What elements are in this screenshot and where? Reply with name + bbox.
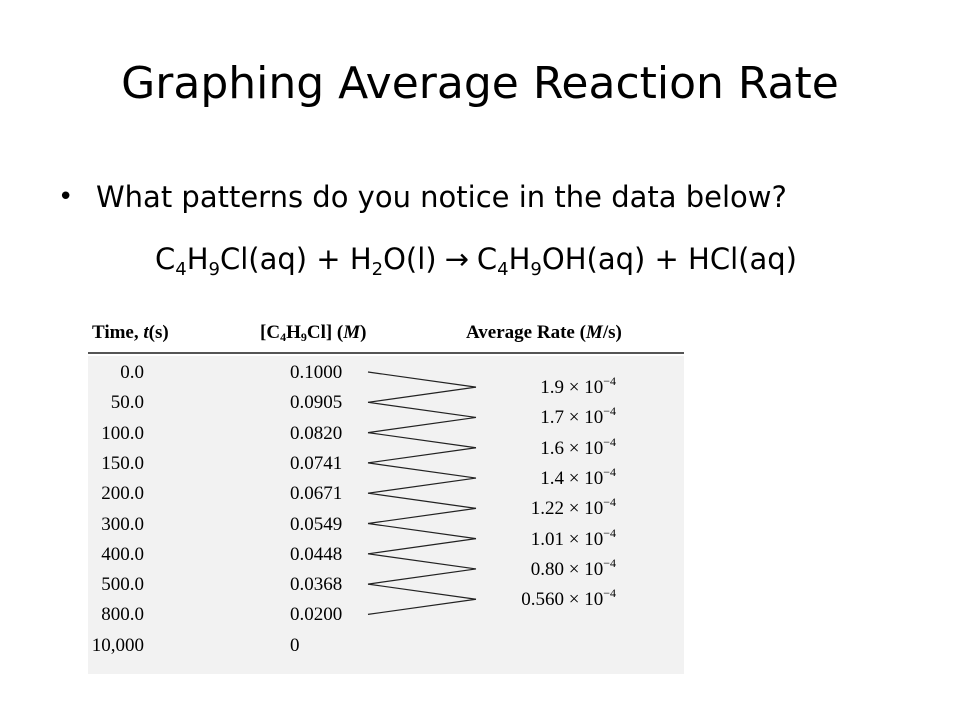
- connector-line: [367, 568, 477, 585]
- time-cell: 100.0: [101, 422, 144, 444]
- bullet-dot-icon: •: [58, 182, 74, 212]
- concentration-cell: 0.0820: [290, 422, 343, 444]
- connector-line: [367, 401, 477, 419]
- connector-line: [367, 553, 477, 570]
- header-average-rate: Average Rate (M/s): [466, 322, 622, 343]
- connector-line: [367, 583, 477, 600]
- chemical-equation: C4H9Cl(aq) + H2O(l) → C4H9OH(aq) + HCl(aq): [155, 242, 797, 280]
- average-rate-cell: 1.4 × 10−4: [540, 465, 616, 490]
- time-cell: 150.0: [101, 452, 144, 474]
- average-rate-cell: 1.22 × 10−4: [530, 495, 616, 520]
- reaction-arrow-icon: →: [444, 242, 469, 276]
- average-rate-cell: 0.560 × 10−4: [521, 586, 616, 611]
- time-cell: 0.0: [120, 362, 144, 383]
- table-body: 0.0 0.1000 50.0 0.0905 100.0 0.0820 150.0 0.074…: [88, 356, 684, 674]
- connector-line: [367, 447, 477, 464]
- average-rate-cell: 0.80 × 10−4: [530, 555, 616, 580]
- connector-line: [367, 538, 477, 555]
- time-cell: 300.0: [101, 513, 144, 535]
- concentration-cell: 0.1000: [290, 362, 343, 383]
- table-header: Time, t(s) [C4H9Cl] (M) Average Rate (M/…: [88, 312, 684, 354]
- zigzag-connectors: [367, 371, 477, 615]
- concentration-cell: 0.0448: [290, 543, 343, 565]
- header-concentration: [C4H9Cl] (M): [260, 322, 367, 344]
- bullet-text: What patterns do you notice in the data …: [96, 180, 787, 214]
- concentration-cell: 0.0549: [290, 513, 343, 535]
- connector-line: [367, 386, 477, 403]
- header-time: Time, t(s): [92, 322, 169, 343]
- concentration-cell: 0.0905: [290, 392, 343, 414]
- time-cell: 200.0: [101, 483, 144, 505]
- connector-line: [367, 492, 477, 509]
- time-cell: 50.0: [110, 392, 144, 414]
- connector-line: [367, 507, 477, 525]
- concentration-cell: 0.0741: [290, 452, 343, 474]
- connector-line: [367, 477, 477, 494]
- time-cell: 10,000: [91, 634, 144, 656]
- average-rate-cell: 1.7 × 10−4: [540, 404, 616, 429]
- connector-line: [367, 371, 477, 388]
- average-rate-cell: 1.6 × 10−4: [540, 434, 616, 459]
- connector-line: [367, 598, 477, 615]
- concentration-cell: 0: [290, 634, 300, 656]
- average-rate-cell: 1.9 × 10−4: [540, 374, 616, 399]
- connector-line: [367, 522, 477, 540]
- concentration-cell: 0.0671: [290, 483, 343, 505]
- time-cell: 500.0: [101, 574, 144, 596]
- concentration-cell: 0.0368: [290, 574, 343, 596]
- slide-title: Graphing Average Reaction Rate: [121, 58, 839, 109]
- connector-line: [367, 432, 477, 449]
- time-cell: 800.0: [101, 604, 144, 626]
- time-cell: 400.0: [101, 543, 144, 565]
- connector-line: [367, 462, 477, 479]
- connector-line: [367, 416, 477, 434]
- rate-data-table: Time, t(s) [C4H9Cl] (M) Average Rate (M/…: [88, 312, 688, 674]
- concentration-cell: 0.0200: [290, 604, 343, 626]
- average-rate-cell: 1.01 × 10−4: [530, 525, 616, 550]
